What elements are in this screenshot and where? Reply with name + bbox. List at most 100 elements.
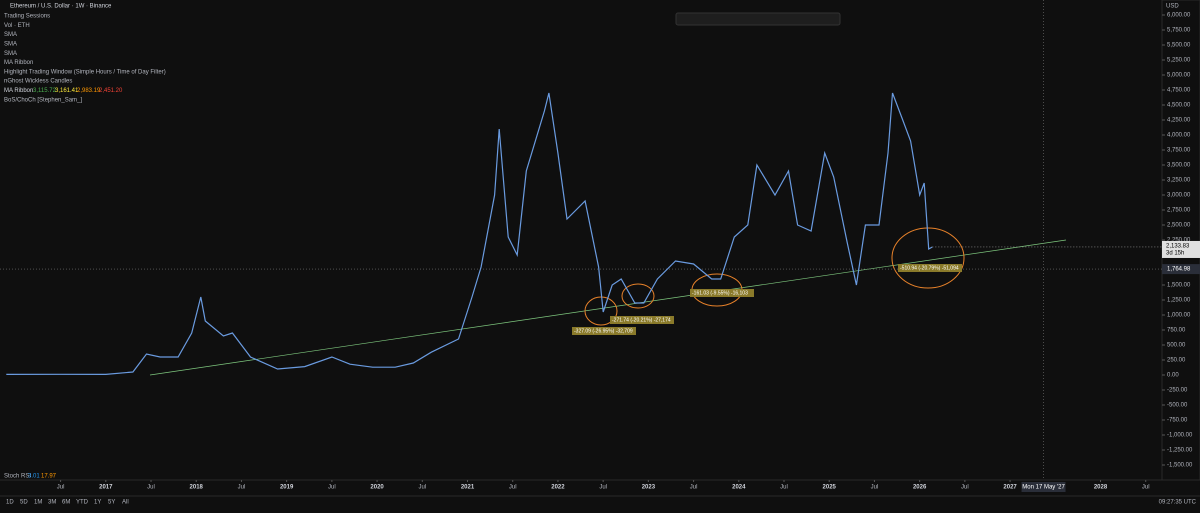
countdown: 3d 15h bbox=[1166, 251, 1184, 257]
range-button[interactable]: 1Y bbox=[94, 500, 101, 506]
y-tick-label: -750.00 bbox=[1167, 418, 1188, 424]
x-tick-label: Jul bbox=[871, 485, 879, 491]
measure-label: -161.03 (-9.55%) -16,103 bbox=[692, 290, 748, 296]
x-tick-label: Jul bbox=[57, 485, 65, 491]
indicator-name[interactable]: BoS/ChoCh [Stephen_Sam_] bbox=[4, 97, 82, 103]
circle bbox=[621, 283, 655, 309]
y-tick-label: 4,750.00 bbox=[1167, 88, 1191, 94]
crosshair-date: Mon 17 May '27 bbox=[1022, 485, 1065, 491]
range-button[interactable]: 1D bbox=[6, 500, 14, 506]
indicator-value: 2,451.20 bbox=[99, 88, 123, 94]
x-tick-label: Jul bbox=[238, 485, 246, 491]
y-tick-label: 0.00 bbox=[1167, 373, 1179, 379]
trend-line bbox=[149, 239, 1067, 376]
indicator-name[interactable]: nGhost Wickless Candles bbox=[4, 79, 72, 85]
y-tick-label: 6,000.00 bbox=[1167, 13, 1191, 19]
y-tick-label: 5,750.00 bbox=[1167, 28, 1191, 34]
y-tick-label: 3,000.00 bbox=[1167, 193, 1191, 199]
crosshair-price: 1,764.98 bbox=[1167, 267, 1191, 273]
indicator-name[interactable]: SMA bbox=[4, 51, 17, 57]
range-button[interactable]: 5D bbox=[20, 500, 28, 506]
x-tick-label: Jul bbox=[509, 485, 517, 491]
y-tick-label: -250.00 bbox=[1167, 388, 1188, 394]
y-tick-label: 1,000.00 bbox=[1167, 313, 1191, 319]
clock: 09:27:35 UTC bbox=[1159, 500, 1197, 506]
indicator-name[interactable]: Trading Sessions bbox=[4, 14, 50, 20]
x-tick-label: Jul bbox=[1142, 485, 1150, 491]
range-button[interactable]: YTD bbox=[76, 500, 89, 506]
crosshair-price-box bbox=[1162, 264, 1200, 275]
measure-box bbox=[690, 289, 754, 297]
y-tick-label: 5,500.00 bbox=[1167, 43, 1191, 49]
indicator-name[interactable]: MA Ribbon bbox=[4, 60, 33, 66]
y-tick-label: 3,500.00 bbox=[1167, 163, 1191, 169]
x-tick-label: Jul bbox=[780, 485, 788, 491]
circle bbox=[891, 227, 965, 289]
drawing-toolbar[interactable] bbox=[675, 12, 841, 26]
y-tick-label: 1,500.00 bbox=[1167, 283, 1191, 289]
currency[interactable]: USD bbox=[1166, 4, 1179, 10]
y-tick-label: 4,500.00 bbox=[1167, 103, 1191, 109]
stoch-value: 17.97 bbox=[41, 474, 57, 480]
x-tick-label: Jul bbox=[961, 485, 969, 491]
range-button[interactable]: 3M bbox=[48, 500, 56, 506]
y-tick-label: 3,250.00 bbox=[1167, 178, 1191, 184]
y-tick-label: 5,250.00 bbox=[1167, 58, 1191, 64]
y-tick-label: 1,250.00 bbox=[1167, 298, 1191, 304]
last-price-box bbox=[1162, 240, 1200, 258]
indicator-value: 2,983.19 bbox=[77, 88, 101, 94]
x-tick-label: Jul bbox=[328, 485, 336, 491]
measure-label: -271.74 (-20.21%) -27,174 bbox=[612, 317, 671, 323]
y-tick-label: -500.00 bbox=[1167, 403, 1188, 409]
measure-label: -327.09 (-26.95%) -32,709 bbox=[574, 328, 633, 334]
indicator-value: 3,115.72 bbox=[33, 88, 57, 94]
symbol-title[interactable]: Ethereum / U.S. Dollar · 1W · Binance bbox=[10, 4, 112, 10]
y-tick-label: -1,000.00 bbox=[1167, 433, 1193, 439]
stoch-rsi-name: Stoch RSI bbox=[4, 474, 31, 480]
y-tick-label: 5,000.00 bbox=[1167, 73, 1191, 79]
y-tick-label: 4,250.00 bbox=[1167, 118, 1191, 124]
x-tick-label: 2024 bbox=[732, 485, 746, 491]
y-tick-label: 2,250.00 bbox=[1167, 238, 1191, 244]
range-button[interactable]: 5Y bbox=[108, 500, 115, 506]
x-tick-label: Jul bbox=[690, 485, 698, 491]
x-tick-label: Jul bbox=[599, 485, 607, 491]
x-tick-label: 2027 bbox=[1003, 485, 1017, 491]
measure-box bbox=[898, 264, 962, 272]
y-tick-label: 4,000.00 bbox=[1167, 133, 1191, 139]
x-tick-label: 2017 bbox=[99, 485, 113, 491]
x-tick-label: 2018 bbox=[190, 485, 204, 491]
last-price: 2,133.83 bbox=[1166, 244, 1190, 250]
measure-box bbox=[610, 316, 674, 324]
indicator-name[interactable]: Highlight Trading Window (Simple Hours /… bbox=[4, 69, 166, 75]
x-tick-label: 2022 bbox=[551, 485, 565, 491]
x-tick-label: 2019 bbox=[280, 485, 294, 491]
toolbar-box bbox=[675, 12, 841, 26]
indicator-name[interactable]: MA Ribbon bbox=[4, 88, 33, 94]
x-tick-label: Jul bbox=[147, 485, 155, 491]
y-tick-label: 750.00 bbox=[1167, 328, 1186, 334]
x-tick-label: Jul bbox=[418, 485, 426, 491]
indicator-name[interactable]: SMA bbox=[4, 32, 17, 38]
range-button[interactable]: 6M bbox=[62, 500, 70, 506]
x-tick-label: 2028 bbox=[1094, 485, 1108, 491]
x-tick-label: 2021 bbox=[461, 485, 475, 491]
y-tick-label: 2,750.00 bbox=[1167, 208, 1191, 214]
x-tick-label: 2020 bbox=[370, 485, 384, 491]
y-tick-label: 250.00 bbox=[1167, 358, 1186, 364]
y-tick-label: 500.00 bbox=[1167, 343, 1186, 349]
price-line bbox=[6, 92, 933, 376]
range-button[interactable]: All bbox=[122, 500, 129, 506]
y-tick-label: -1,250.00 bbox=[1167, 448, 1193, 454]
y-tick-label: -1,500.00 bbox=[1167, 463, 1193, 469]
range-button[interactable]: 1M bbox=[34, 500, 42, 506]
indicator-name[interactable]: Vol · ETH bbox=[4, 23, 30, 29]
indicator-name[interactable]: SMA bbox=[4, 41, 17, 47]
circle bbox=[584, 296, 618, 326]
indicator-value: 3,161.41 bbox=[55, 88, 79, 94]
crosshair-date-box bbox=[1021, 482, 1066, 492]
measure-box bbox=[572, 327, 636, 335]
x-tick-label: 2026 bbox=[913, 485, 927, 491]
